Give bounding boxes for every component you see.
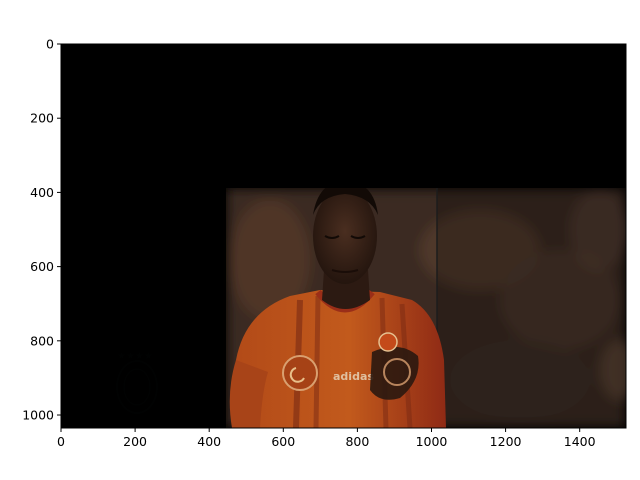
x-tick-label: 1000 — [416, 434, 448, 449]
x-tick-label: 1400 — [564, 434, 596, 449]
y-tick-label: 800 — [30, 333, 54, 348]
x-tick-label: 800 — [345, 434, 369, 449]
player-figure: adidas — [229, 180, 446, 428]
y-tick-label: 0 — [46, 37, 54, 52]
y-tick-label: 600 — [30, 259, 54, 274]
sponsor-logo-icon: adidas — [333, 370, 374, 383]
y-tick-label: 400 — [30, 185, 54, 200]
x-tick-label: 0 — [57, 434, 65, 449]
axes-frame — [60, 43, 627, 429]
face — [313, 188, 377, 284]
x-tick-label: 400 — [197, 434, 221, 449]
y-tick-label: 1000 — [22, 408, 54, 423]
x-axis: 0 200 400 600 800 1000 1200 1400 — [57, 428, 596, 449]
y-axis: 0 200 400 600 800 1000 — [22, 37, 61, 423]
image-area: ★★★★ adidas — [61, 44, 626, 428]
x-tick-label: 200 — [123, 434, 147, 449]
crowd-background — [226, 188, 626, 428]
hand — [370, 346, 419, 400]
y-tick-label: 200 — [30, 111, 54, 126]
x-tick-label: 600 — [271, 434, 295, 449]
x-tick-label: 1200 — [490, 434, 522, 449]
club-crest-icon — [282, 355, 318, 391]
